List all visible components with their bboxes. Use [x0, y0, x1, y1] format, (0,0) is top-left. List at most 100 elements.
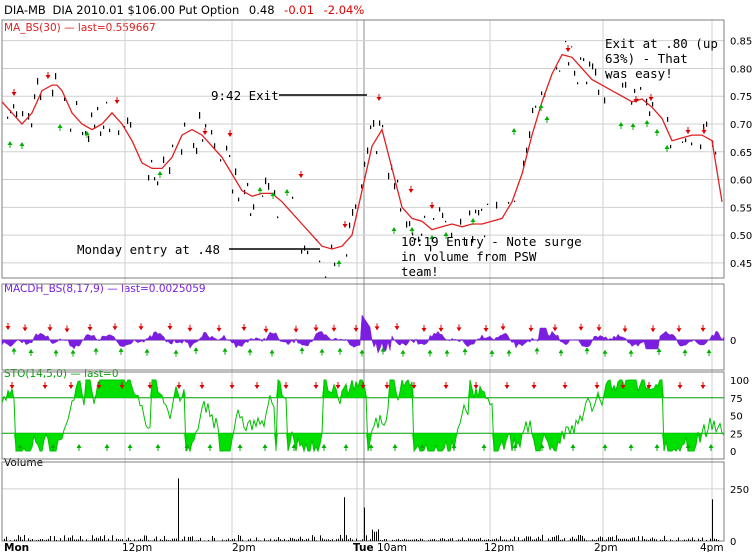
volume-bar	[380, 539, 381, 541]
macd-sell-arrow	[483, 327, 489, 332]
sto-sell-arrow	[68, 385, 74, 389]
volume-bar	[486, 539, 487, 541]
volume-bar	[44, 540, 45, 541]
macd-buy-arrow	[628, 349, 634, 354]
volume-bar	[256, 537, 257, 541]
panel-frame	[1, 461, 725, 542]
x-tick-label: Tue	[353, 542, 374, 552]
volume-bar	[402, 539, 403, 541]
price-tick	[220, 159, 222, 162]
sto-sell-arrow	[229, 385, 235, 389]
price-tick	[481, 208, 483, 211]
volume-bar	[688, 538, 689, 541]
x-tick-label: 12pm	[122, 542, 152, 552]
macd-sell-arrow	[500, 326, 506, 331]
volume-bar	[174, 538, 175, 541]
sto-buy-arrow	[602, 444, 608, 448]
macd-buy-arrow	[319, 348, 325, 353]
sto-sell-arrow	[360, 385, 366, 389]
volume-bar	[578, 535, 579, 541]
volume-bar	[74, 539, 75, 541]
volume-bar	[560, 539, 561, 541]
price-tick	[82, 131, 84, 136]
volume-bar	[682, 540, 683, 541]
volume-bar	[588, 540, 589, 541]
signal-arrows	[7, 45, 707, 267]
volume-bar	[536, 538, 537, 541]
volume-bar	[440, 538, 441, 541]
price-tick	[475, 209, 477, 214]
volume-bar	[488, 539, 489, 541]
volume-bar	[678, 537, 679, 541]
volume-bar	[198, 539, 199, 541]
price-tick	[346, 254, 348, 257]
volume-bar	[532, 539, 533, 541]
price-tick	[76, 101, 78, 106]
price-tick	[130, 122, 132, 128]
volume-bar	[40, 539, 41, 541]
volume-bar	[178, 478, 179, 541]
macd-sell-arrow	[552, 327, 558, 332]
volume-bar	[540, 538, 541, 541]
macd-buy-arrow	[380, 347, 386, 352]
volume-bar	[474, 538, 475, 541]
macd-buy-arrow	[602, 349, 608, 354]
price-tick	[64, 97, 66, 101]
volume-bar	[614, 540, 615, 541]
volume-bar	[338, 538, 339, 541]
volume-bar	[368, 540, 369, 541]
volume-bar	[596, 539, 597, 541]
volume-bar	[104, 535, 105, 541]
macd-area	[1, 314, 725, 354]
price-tick	[472, 236, 474, 243]
annotation-1019-entry-line3: team!	[401, 264, 439, 279]
volume-bar	[634, 537, 635, 541]
volume-bar	[316, 540, 317, 541]
volume-bar	[398, 538, 399, 541]
volume-bar	[214, 538, 215, 541]
volume-bar	[410, 539, 411, 541]
volume-bar	[14, 539, 15, 541]
sell-arrow	[429, 205, 435, 209]
volume-bar	[606, 539, 607, 541]
price-tick	[607, 74, 609, 79]
price-tick	[559, 70, 561, 72]
volume-bar	[332, 539, 333, 541]
buy-arrow	[664, 145, 670, 149]
volume-bar	[100, 536, 101, 541]
volume-bar	[652, 537, 653, 541]
volume-bar	[646, 539, 647, 541]
volume-bar	[300, 536, 301, 541]
buy-arrow	[57, 124, 63, 128]
price-tick	[484, 235, 486, 238]
price-tick	[55, 73, 57, 80]
volume-bar	[396, 539, 397, 541]
volume-bar	[144, 535, 145, 541]
volume-bar	[414, 539, 415, 541]
price-tick	[622, 82, 624, 88]
price-tick	[91, 112, 93, 118]
price-tick	[466, 239, 468, 246]
price-tick	[634, 88, 636, 93]
sell-arrow	[45, 75, 51, 79]
volume-bar	[418, 539, 419, 541]
price-tick	[571, 46, 573, 48]
volume-bar	[384, 539, 385, 541]
macd-sell-arrow	[241, 327, 247, 332]
macd-buy-arrow	[558, 349, 564, 354]
buy-arrow	[538, 104, 544, 108]
volume-bar	[302, 539, 303, 541]
sell-arrow	[701, 130, 707, 134]
volume-bar	[278, 537, 279, 541]
volume-bar	[376, 531, 377, 541]
price-tick	[94, 124, 96, 129]
price-tick	[205, 124, 207, 128]
sto-buy-arrow	[50, 444, 56, 448]
price-tick	[199, 112, 201, 119]
price-tick	[292, 196, 294, 199]
macd-sell-arrow	[167, 326, 173, 331]
volume-bar	[110, 540, 111, 541]
volume-bar	[564, 538, 565, 541]
price-tick	[532, 107, 534, 114]
volume-bar	[506, 539, 507, 541]
